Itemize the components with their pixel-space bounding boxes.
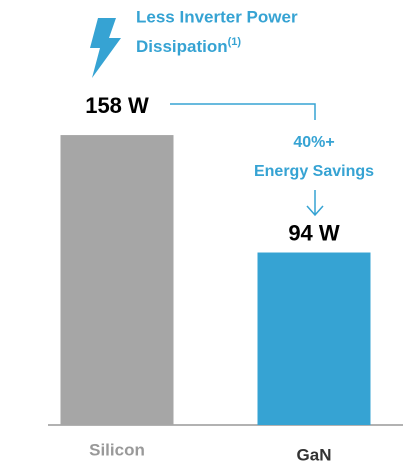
annotation: Energy Savings: [254, 163, 374, 180]
value-label: 158 W: [85, 93, 149, 118]
bar: [60, 135, 174, 425]
arrow: [306, 190, 324, 217]
annotation: 40%+: [293, 134, 334, 151]
connector: [170, 103, 316, 120]
x-tick-label: GaN: [297, 445, 332, 464]
x-tick-label: Silicon: [89, 440, 145, 459]
bar: [257, 252, 371, 425]
lightning-icon: [90, 18, 121, 78]
chart-title: Dissipation: [136, 37, 228, 56]
chart-title: Dissipation(1): [136, 36, 241, 57]
value-label: 94 W: [288, 220, 340, 245]
title-note: (1): [228, 36, 242, 48]
chart-title: Less Inverter Power: [136, 7, 298, 26]
